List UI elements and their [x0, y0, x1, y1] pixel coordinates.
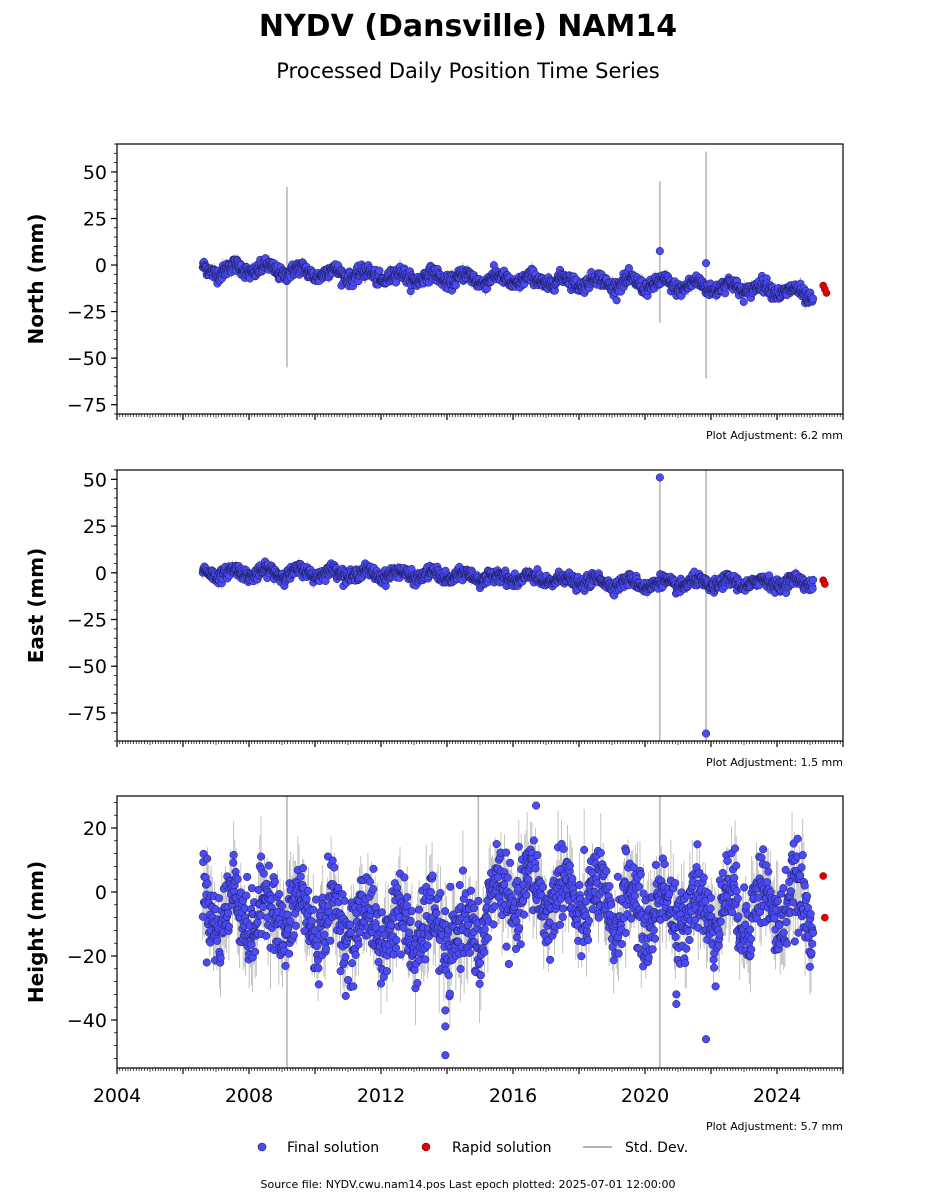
y-tick-label: 0: [95, 563, 107, 585]
final-point: [624, 264, 633, 273]
plot-adjustment-label: Plot Adjustment: 6.2 mm: [706, 429, 843, 442]
final-point: [655, 247, 664, 256]
final-point: [808, 584, 817, 593]
final-point: [808, 575, 818, 584]
y-axis-label: North (mm): [24, 213, 48, 344]
y-tick-label: 50: [83, 162, 107, 184]
final-solution-points: [198, 247, 818, 307]
final-point: [612, 296, 621, 305]
y-tick-label: −75: [67, 703, 107, 725]
y-axis-label: East (mm): [24, 548, 48, 664]
rapid-solution-points: [819, 576, 829, 588]
plot-adjustment-label: Plot Adjustment: 1.5 mm: [706, 756, 843, 769]
final-point: [739, 297, 748, 306]
final-point: [702, 729, 711, 738]
panel-1: 50 25 0 −25 −50 −75 North (mm) Plot Adjustment:…: [24, 143, 844, 442]
final-point: [808, 294, 818, 303]
plot-area: [198, 470, 829, 741]
axes-frame: [116, 469, 844, 742]
chart-subtitle: Processed Daily Position Time Series: [276, 59, 660, 83]
rapid-solution-points: [819, 281, 831, 297]
y-tick-label: −25: [67, 610, 107, 632]
final-point: [451, 281, 460, 290]
final-point: [702, 259, 711, 268]
plot-area: [198, 151, 831, 379]
y-tick-label: 25: [83, 208, 107, 230]
panel-2: 50 25 0 −25 −50 −75 East (mm) Plot Adjustment: …: [24, 469, 844, 769]
final-point: [655, 473, 664, 482]
y-tick-label: −50: [67, 656, 107, 678]
y-tick-label: 0: [95, 255, 107, 277]
y-tick-label: 25: [83, 516, 107, 538]
chart-title: NYDV (Dansville) NAM14: [259, 9, 677, 44]
rapid-point: [822, 289, 831, 297]
rapid-point: [821, 580, 829, 588]
y-tick-label: −25: [67, 302, 107, 324]
y-tick-label: 50: [83, 469, 107, 491]
final-point: [375, 266, 384, 275]
y-tick-label: −50: [67, 348, 107, 370]
final-solution-points: [198, 473, 818, 738]
stddev-bars: [202, 470, 813, 741]
plot-area: [198, 796, 829, 1068]
panels: 50 25 0 −25 −50 −75 North (mm) Plot Adjustment:…: [24, 143, 844, 1133]
y-tick-label: −75: [67, 395, 107, 417]
